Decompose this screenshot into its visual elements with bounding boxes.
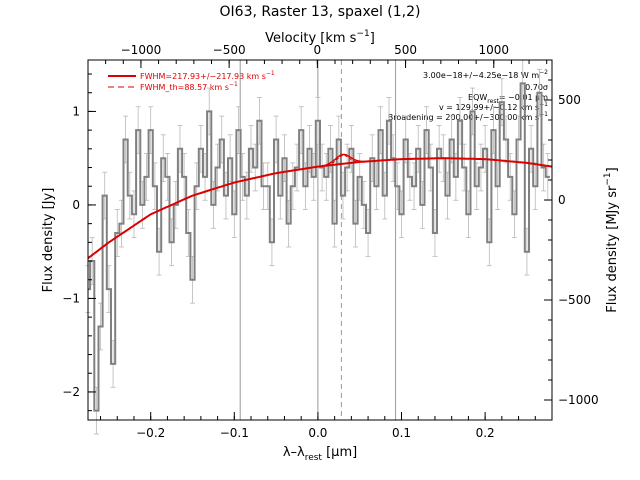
x-tick-label-1: −0.1 [220,426,249,440]
annotation-broadening: Broadening = 200.00+/−300.00 km s−1 [388,111,548,122]
top-tick-label-3: 500 [394,43,417,57]
legend-entry-fwhm: FWHM=217.93+/−217.93 km s−1 [140,70,275,81]
annotation-eqw: EQWrest= −0.01 μm [468,93,548,105]
y-axis-label-left: Flux density [Jy] [41,188,56,293]
x-axis-label: λ–λrest [μm] [283,445,357,463]
right-tick-label-1: −500 [558,293,591,307]
x-tick-label-0: −0.2 [136,426,165,440]
x-tick-label-3: 0.1 [392,426,411,440]
x-tick-label-4: 0.2 [476,426,495,440]
y-tick-label-3: 1 [72,104,80,118]
right-tick-label-2: 0 [558,193,566,207]
chart-title: OI63, Raster 13, spaxel (1,2) [220,4,421,20]
top-tick-label-4: 1000 [479,43,510,57]
y-tick-label-0: −2 [62,385,80,399]
x-tick-label-2: 0.0 [308,426,327,440]
top-axis-label: Velocity [km s−1] [265,29,375,46]
y-tick-label-1: −1 [62,291,80,305]
y-axis-label-right: Flux density [MJy sr−1] [603,167,620,312]
plot-area: −0.2 −0.1 0.0 0.1 0.2 −2 −1 0 1 −1000 −500 0 500 −100… [62,43,598,440]
annotation-sigma: 0.70σ [525,83,548,92]
legend-entry-fwhm-th: FWHM_th=88.57 km s−1 [140,81,238,92]
spectrum-series [88,82,550,412]
top-tick-label-0: −1000 [121,43,162,57]
thermal-fit-curve [317,154,369,168]
legend: FWHM=217.93+/−217.93 km s−1 FWHM_th=88.5… [108,70,275,92]
right-tick-label-0: −1000 [558,393,599,407]
right-tick-label-3: 500 [558,93,581,107]
annotation-flux: 3.00e−18+/−4.25e−18 W m−2 [423,69,548,80]
annotations: 3.00e−18+/−4.25e−18 W m−2 0.70σ EQWrest=… [388,69,548,122]
top-tick-label-1: −500 [213,43,246,57]
y-tick-label-2: 0 [72,198,80,212]
top-tick-label-2: 0 [314,43,322,57]
annotation-velocity: v = 129.99+/−0.12 km s−1 [439,101,548,112]
